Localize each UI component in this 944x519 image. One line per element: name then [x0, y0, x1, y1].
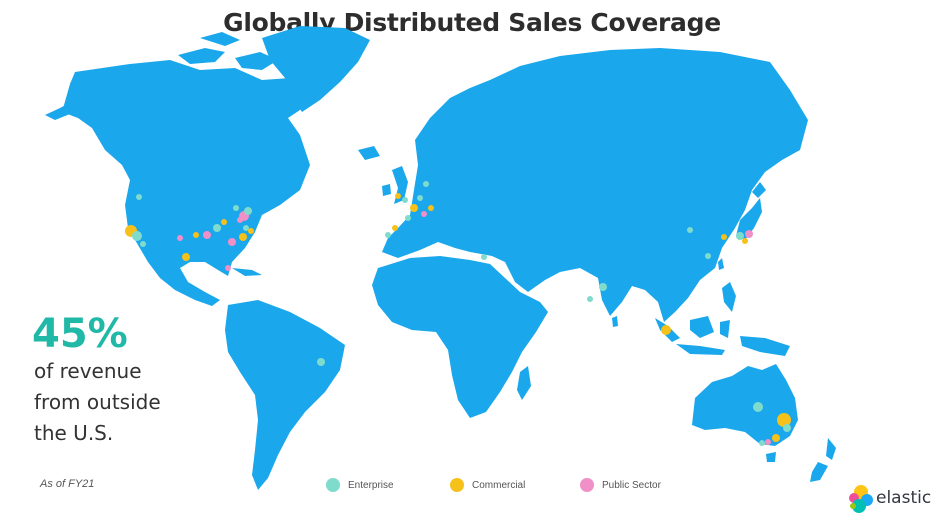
- new-guinea: [740, 336, 790, 356]
- office-marker: [777, 413, 791, 427]
- office-marker: [661, 325, 671, 335]
- legend-label: Commercial: [472, 479, 526, 491]
- greenland: [262, 26, 370, 112]
- office-marker: [759, 440, 765, 446]
- office-marker: [392, 225, 398, 231]
- office-marker: [221, 219, 227, 225]
- office-marker: [402, 197, 408, 203]
- office-marker: [395, 193, 401, 199]
- office-marker: [772, 434, 780, 442]
- north-america: [62, 60, 310, 306]
- elastic-logo-icon: [849, 485, 873, 513]
- office-marker: [244, 207, 252, 215]
- new-zealand: [826, 438, 836, 460]
- stat-value: 45%: [32, 311, 128, 357]
- office-marker: [705, 253, 711, 259]
- office-marker: [182, 253, 190, 261]
- office-marker: [228, 238, 236, 246]
- office-marker: [243, 225, 249, 231]
- office-marker: [599, 283, 607, 291]
- continents: [45, 26, 836, 490]
- office-marker: [745, 230, 753, 238]
- africa: [372, 256, 548, 418]
- office-marker: [736, 232, 744, 240]
- legend-item-public-sector: Public Sector: [580, 478, 661, 492]
- office-marker: [405, 215, 411, 221]
- legend-swatch: [580, 478, 594, 492]
- office-marker: [177, 235, 183, 241]
- eurasia: [382, 48, 808, 322]
- office-marker: [721, 234, 727, 240]
- logo-wordmark: elastic: [876, 488, 932, 508]
- office-marker: [481, 254, 487, 260]
- office-marker: [742, 238, 748, 244]
- elastic-logo: elastic: [846, 484, 941, 514]
- office-marker: [213, 224, 221, 232]
- legend-item-commercial: Commercial: [450, 478, 525, 492]
- office-marker: [193, 232, 199, 238]
- great-britain: [392, 166, 408, 204]
- stat-line: of revenue: [34, 359, 142, 383]
- legend-swatch: [326, 478, 340, 492]
- office-marker: [385, 232, 391, 238]
- alaska: [45, 100, 75, 120]
- stat-line: from outside: [34, 390, 161, 414]
- iceland: [358, 146, 380, 160]
- office-marker: [233, 205, 239, 211]
- office-markers: [125, 181, 791, 446]
- office-marker: [783, 424, 791, 432]
- office-marker: [140, 241, 146, 247]
- office-marker: [417, 195, 423, 201]
- office-marker: [753, 402, 763, 412]
- office-marker: [587, 296, 593, 302]
- office-marker: [428, 205, 434, 211]
- legend-item-enterprise: Enterprise: [326, 478, 394, 492]
- office-marker: [765, 439, 771, 445]
- madagascar: [517, 366, 531, 400]
- office-marker: [203, 231, 211, 239]
- south-america: [225, 300, 345, 490]
- office-marker: [136, 194, 142, 200]
- japan: [736, 198, 762, 240]
- arctic-islands: [178, 48, 225, 64]
- office-marker: [248, 228, 254, 234]
- office-marker: [239, 233, 247, 241]
- office-marker: [687, 227, 693, 233]
- scandinavia: [418, 100, 478, 178]
- office-marker: [421, 211, 427, 217]
- legend-label: Public Sector: [602, 479, 661, 491]
- office-marker: [410, 204, 418, 212]
- office-marker: [132, 231, 142, 241]
- as-of-note: As of FY21: [40, 478, 95, 490]
- legend-label: Enterprise: [348, 479, 394, 491]
- australia: [692, 364, 798, 446]
- stat-line: the U.S.: [34, 421, 114, 445]
- revenue-stat: 45% of revenue from outside the U.S.: [32, 312, 161, 449]
- office-marker: [225, 265, 231, 271]
- legend-swatch: [450, 478, 464, 492]
- office-marker: [317, 358, 325, 366]
- office-marker: [423, 181, 429, 187]
